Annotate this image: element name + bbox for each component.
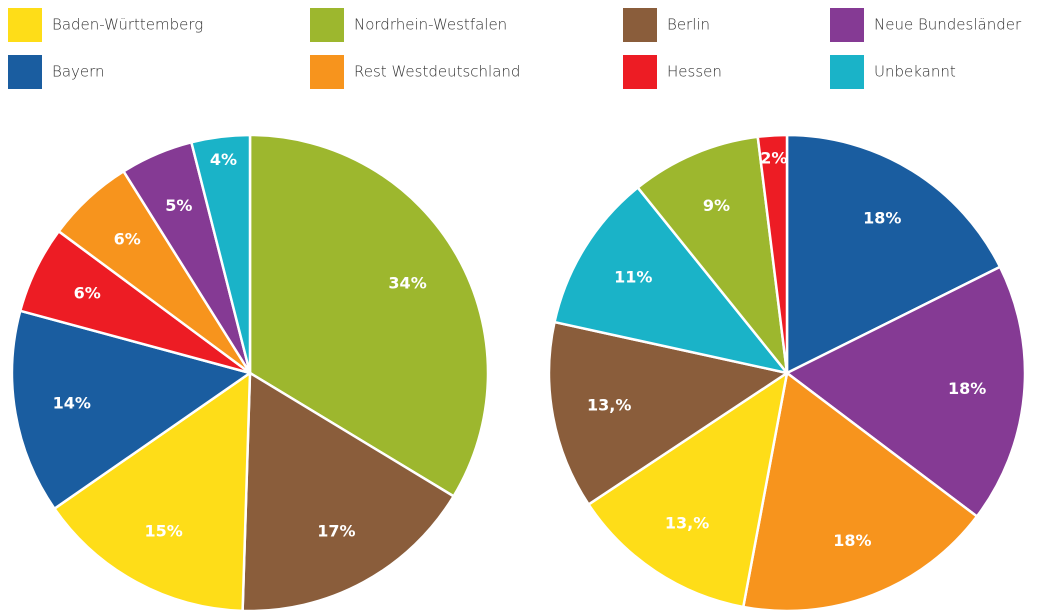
- legend-swatch: [310, 55, 344, 89]
- legend-label: Neue Bundesländer: [874, 16, 1022, 34]
- legend-label: Berlin: [667, 16, 710, 34]
- pie-slice: [742, 371, 979, 610]
- value-label: 6%: [74, 284, 101, 303]
- pie-slice: [53, 371, 252, 610]
- pie-slice: [636, 135, 789, 375]
- value-label: 17%: [317, 521, 355, 540]
- value-label: 13,%: [665, 513, 709, 532]
- value-label: 18%: [863, 209, 901, 228]
- legend-label: Nordrhein-Westfalen: [354, 16, 507, 34]
- value-label: 2%: [760, 149, 787, 168]
- legend-label: Rest Westdeutschland: [354, 63, 520, 81]
- legend-swatch: [623, 55, 657, 89]
- pie-slice: [547, 320, 789, 506]
- pie-slice: [248, 133, 490, 498]
- legend-swatch: [8, 8, 42, 42]
- legend-swatch: [830, 55, 864, 89]
- value-label: 15%: [145, 521, 183, 540]
- pie-slice: [190, 133, 252, 375]
- value-label: 6%: [114, 230, 141, 249]
- pie-slice: [785, 133, 1002, 375]
- value-label: 4%: [210, 150, 237, 169]
- pie-slice: [587, 371, 789, 609]
- pie-slice: [553, 186, 789, 375]
- value-label: 9%: [703, 196, 730, 215]
- legend-swatch: [8, 55, 42, 89]
- value-label: 13,%: [587, 396, 631, 415]
- pie-slice: [10, 309, 252, 510]
- legend-label: Baden-Württemberg: [52, 16, 203, 34]
- pie-slice: [785, 265, 1027, 518]
- value-label: 11%: [614, 267, 652, 286]
- legend-swatch: [310, 8, 344, 42]
- legend-label: Bayern: [52, 63, 105, 81]
- value-label: 18%: [833, 531, 871, 550]
- legend-label: Hessen: [667, 63, 722, 81]
- pie-slice: [241, 371, 455, 610]
- legend-swatch: [623, 8, 657, 42]
- pie-slice: [756, 133, 789, 375]
- legend-swatch: [830, 8, 864, 42]
- legend-label: Unbekannt: [874, 63, 956, 81]
- value-label: 34%: [388, 274, 426, 293]
- value-label: 14%: [53, 393, 91, 412]
- value-label: 18%: [948, 379, 986, 398]
- value-label: 5%: [165, 196, 192, 215]
